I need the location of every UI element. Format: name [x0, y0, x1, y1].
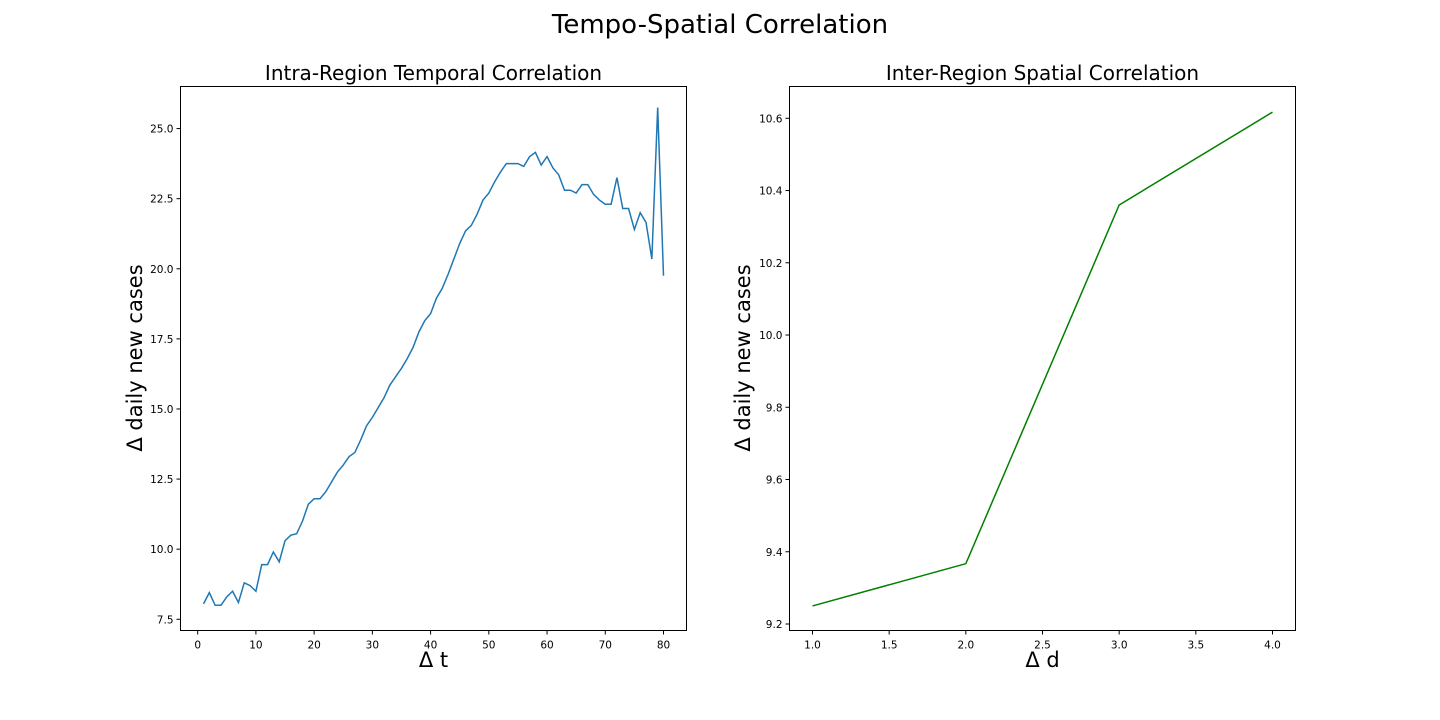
- spatial-ytick-label: 9.2: [766, 619, 783, 631]
- temporal-xtick-label: 40: [424, 640, 437, 652]
- temporal-xtick-label: 30: [366, 640, 379, 652]
- temporal-ytick-label: 10.0: [150, 544, 173, 556]
- temporal-xtick-label: 20: [307, 640, 320, 652]
- temporal-chart-title: Intra-Region Temporal Correlation: [265, 61, 602, 85]
- temporal-chart-xlabel: Δ t: [419, 648, 448, 672]
- temporal-xtick-label: 50: [482, 640, 495, 652]
- spatial-xtick-label: 1.5: [881, 640, 898, 652]
- spatial-chart-xlabel: Δ d: [1025, 648, 1059, 672]
- temporal-ytick-label: 20.0: [150, 264, 173, 276]
- temporal-xtick-label: 80: [657, 640, 670, 652]
- temporal-chart-ylabel: Δ daily new cases: [123, 264, 147, 451]
- temporal-xtick-label: 0: [194, 640, 201, 652]
- temporal-ytick-label: 25.0: [150, 124, 173, 136]
- spatial-series-line: [812, 111, 1273, 607]
- spatial-chart-title: Inter-Region Spatial Correlation: [886, 61, 1199, 85]
- spatial-chart-frame: [789, 86, 1296, 631]
- spatial-xtick-label: 2.0: [957, 640, 974, 652]
- temporal-xtick-label: 10: [249, 640, 262, 652]
- spatial-correlation-chart: Inter-Region Spatial Correlation Δ d Δ d…: [731, 61, 1296, 672]
- temporal-ytick-label: 17.5: [150, 334, 173, 346]
- spatial-xtick-label: 4.0: [1264, 640, 1281, 652]
- temporal-xtick-label: 70: [599, 640, 612, 652]
- spatial-xtick-label: 3.5: [1187, 640, 1204, 652]
- spatial-ytick-label: 10.0: [759, 330, 782, 342]
- spatial-ytick-label: 9.4: [766, 547, 783, 559]
- temporal-ytick-label: 12.5: [150, 474, 173, 486]
- spatial-ytick-label: 10.4: [759, 186, 783, 198]
- spatial-xtick-label: 1.0: [804, 640, 821, 652]
- temporal-xtick-label: 60: [540, 640, 553, 652]
- temporal-chart-frame: [180, 86, 687, 631]
- figure-suptitle: Tempo-Spatial Correlation: [551, 10, 888, 40]
- spatial-chart-ticks: 1.0 1.5 2.0 2.5 3.0 3.5 4.0 9.2 9.4 9.6 9.8 10.0 10.…: [759, 113, 1281, 651]
- temporal-ytick-label: 22.5: [150, 194, 173, 206]
- temporal-ytick-label: 7.5: [157, 614, 174, 626]
- temporal-chart-ticks: 0 10 20 30 40 50 60 70 80 7.5 10.0 12.5 15.0 17.5 20.0…: [150, 124, 670, 652]
- temporal-series-line: [202, 107, 665, 607]
- spatial-ytick-label: 10.2: [759, 258, 782, 270]
- spatial-ytick-label: 9.6: [766, 475, 783, 487]
- temporal-correlation-chart: Intra-Region Temporal Correlation Δ t Δ …: [123, 61, 687, 672]
- spatial-xtick-label: 2.5: [1034, 640, 1051, 652]
- spatial-ytick-label: 9.8: [766, 402, 783, 414]
- temporal-ytick-label: 15.0: [150, 404, 173, 416]
- spatial-xtick-label: 3.0: [1111, 640, 1128, 652]
- spatial-ytick-label: 10.6: [759, 113, 783, 125]
- spatial-chart-ylabel: Δ daily new cases: [731, 264, 755, 451]
